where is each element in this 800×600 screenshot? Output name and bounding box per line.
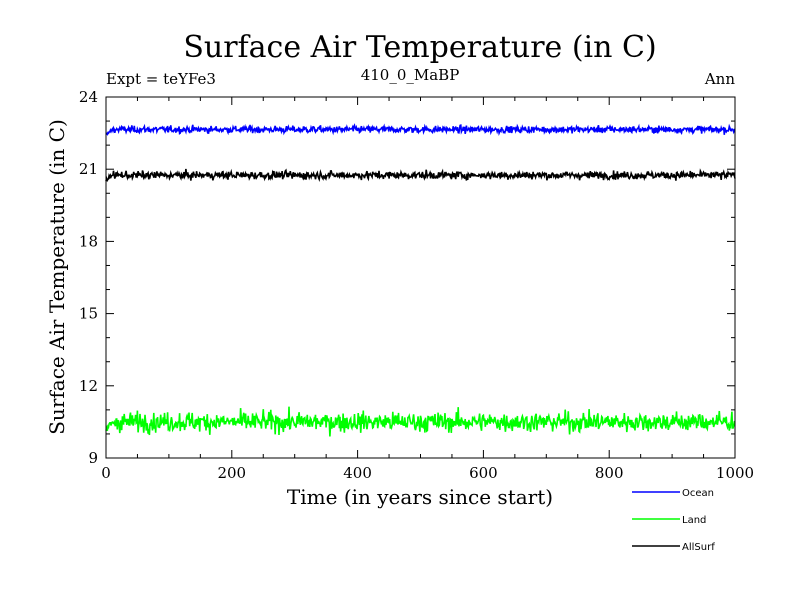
subtitle-center: 410_0_MaBP — [361, 66, 460, 84]
y-tick-label: 21 — [79, 160, 98, 178]
series-line-ocean — [105, 123, 736, 137]
legend: Ocean Land AllSurf — [632, 488, 715, 553]
series-line-allsurf — [105, 168, 736, 183]
plot-lines — [105, 123, 736, 437]
y-axis-label: Surface Air Temperature (in C) — [45, 119, 69, 435]
x-tick-label: 400 — [343, 464, 372, 482]
y-tick-label: 9 — [88, 449, 98, 467]
chart-title: Surface Air Temperature (in C) — [183, 30, 656, 65]
x-tick-label: 800 — [595, 464, 624, 482]
y-tick-label: 24 — [79, 88, 98, 106]
axis-ticks: 0 200 400 600 800 1000 9 12 15 18 21 24 — [79, 88, 754, 482]
subtitle-left: Expt = teYFe3 — [106, 70, 216, 88]
x-tick-label: 600 — [469, 464, 498, 482]
x-axis-label: Time (in years since start) — [287, 485, 553, 509]
y-tick-label: 12 — [79, 377, 98, 395]
plot-frame — [105, 96, 736, 459]
x-tick-label: 0 — [101, 464, 111, 482]
legend-label-ocean: Ocean — [682, 488, 714, 499]
legend-label-land: Land — [682, 515, 706, 526]
subtitle-right: Ann — [704, 70, 735, 88]
series-line-land — [105, 406, 736, 437]
x-tick-label: 200 — [217, 464, 246, 482]
y-tick-label: 15 — [79, 305, 98, 323]
y-tick-label: 18 — [79, 232, 98, 250]
x-tick-label: 1000 — [716, 464, 754, 482]
legend-label-allsurf: AllSurf — [682, 542, 715, 553]
